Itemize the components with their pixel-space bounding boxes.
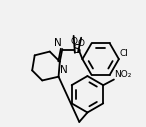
- Text: Cl: Cl: [119, 50, 128, 58]
- Text: O: O: [78, 39, 85, 48]
- Text: N: N: [60, 65, 67, 75]
- Text: N: N: [54, 38, 62, 48]
- Text: S: S: [72, 43, 80, 56]
- Text: NO₂: NO₂: [114, 70, 132, 79]
- Text: O: O: [70, 37, 77, 46]
